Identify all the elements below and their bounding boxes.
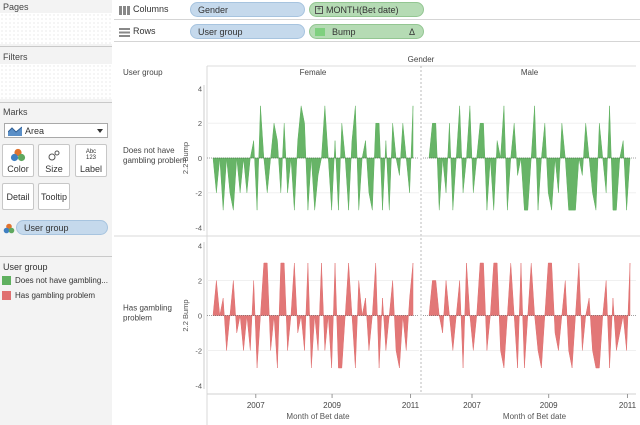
area-chart-icon: [8, 126, 22, 136]
row-label: gambling problem: [123, 156, 187, 165]
continuous-measure-icon: [315, 28, 325, 36]
marks-card-title: Marks: [3, 107, 28, 117]
x-tick-label: 2011: [619, 401, 637, 410]
y-axis-label: 2.2 Bump: [181, 142, 190, 174]
legend-label: Has gambling problem: [15, 290, 96, 300]
pill-label: MONTH(Bet date): [326, 5, 399, 15]
viz-area: Gender User group Female Male Does not hav…: [114, 44, 640, 425]
row-header: User group: [123, 68, 163, 77]
color-palette-icon: [10, 145, 26, 164]
expand-plus-icon: +: [315, 6, 323, 14]
x-tick-label: 2007: [247, 401, 265, 410]
filters-card-title: Filters: [3, 52, 28, 62]
x-tick-label: 2011: [402, 401, 420, 410]
bump-pill[interactable]: Bump Δ: [309, 24, 424, 39]
legend-item-has-problem[interactable]: Has gambling problem: [2, 289, 110, 301]
x-tick-label: 2009: [323, 401, 341, 410]
y-tick-label: 4: [198, 84, 202, 93]
detail-button-label: Detail: [6, 191, 30, 202]
columns-shelf[interactable]: Columns Gender + MONTH(Bet date): [114, 1, 640, 20]
mark-type-dropdown[interactable]: Area: [4, 123, 108, 138]
divider: [0, 102, 112, 103]
x-axis-label: Month of Bet date: [503, 412, 567, 421]
chevron-down-icon: [97, 128, 103, 133]
area-chart[interactable]: Gender User group Female Male Does not hav…: [114, 44, 640, 425]
column-label-male: Male: [521, 68, 539, 77]
tooltip-button[interactable]: Tooltip: [38, 183, 70, 210]
y-tick-label: 2: [198, 277, 202, 286]
pages-shelf[interactable]: [0, 13, 112, 44]
x-tick-label: 2009: [540, 401, 558, 410]
x-axis-label: Month of Bet date: [286, 412, 350, 421]
columns-shelf-label: Columns: [133, 4, 169, 14]
mark-type-value: Area: [25, 125, 45, 136]
row-label: Has gambling: [123, 304, 172, 313]
text-label-icon: Abc 123: [85, 148, 97, 161]
y-tick-label: 0: [198, 154, 202, 163]
size-button-label: Size: [45, 164, 63, 174]
y-tick-label: 4: [198, 242, 202, 251]
row-label: problem: [123, 314, 152, 323]
pill-label: Bump: [332, 27, 356, 37]
rows-shelf-label: Rows: [133, 26, 156, 36]
y-tick-label: 2: [198, 119, 202, 128]
user-group-pill[interactable]: User group: [190, 24, 305, 39]
size-button[interactable]: Size: [38, 144, 70, 177]
gender-pill[interactable]: Gender: [190, 2, 305, 17]
color-encoding-icon: [3, 223, 15, 234]
rows-icon: [119, 28, 130, 39]
columns-icon: [119, 6, 130, 17]
color-button-label: Color: [7, 164, 29, 174]
pages-card-title: Pages: [3, 2, 29, 12]
row-label: Does not have: [123, 146, 175, 155]
left-panel: Pages Filters Marks Area Color: [0, 0, 112, 425]
y-tick-label: 0: [198, 312, 202, 321]
month-bet-date-pill[interactable]: + MONTH(Bet date): [309, 2, 424, 17]
legend-swatch: [2, 275, 11, 285]
tooltip-button-label: Tooltip: [40, 191, 67, 202]
legend-label: Does not have gambling...: [15, 275, 108, 285]
filters-shelf[interactable]: [0, 64, 112, 99]
column-header: Gender: [408, 55, 435, 64]
label-button-label: Label: [79, 164, 103, 174]
legend-swatch: [2, 290, 11, 300]
table-calculation-icon: Δ: [408, 27, 415, 37]
rows-shelf[interactable]: Rows User group Bump Δ: [114, 23, 640, 42]
y-tick-label: -4: [195, 382, 202, 391]
column-label-female: Female: [300, 68, 327, 77]
y-tick-label: -4: [195, 224, 202, 233]
divider: [0, 256, 112, 257]
legend-item-no-problem[interactable]: Does not have gambling...: [2, 274, 110, 286]
legend-title: User group: [3, 262, 48, 272]
y-tick-label: -2: [195, 347, 202, 356]
x-tick-label: 2007: [463, 401, 481, 410]
label-button[interactable]: Abc 123 Label: [75, 144, 107, 177]
detail-button[interactable]: Detail: [2, 183, 34, 210]
divider: [0, 46, 112, 47]
color-field-pill[interactable]: User group: [16, 220, 108, 235]
y-axis-label: 2.2 Bump: [181, 299, 190, 331]
color-button[interactable]: Color: [2, 144, 34, 177]
y-tick-label: -2: [195, 189, 202, 198]
size-icon: [46, 145, 62, 164]
